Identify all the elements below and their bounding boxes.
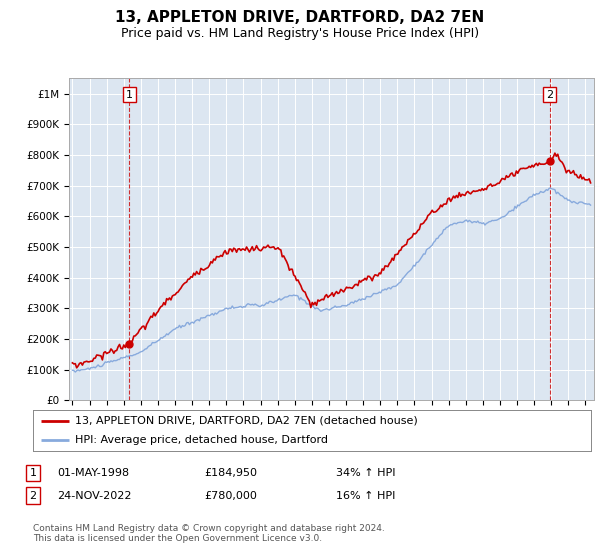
Text: 13, APPLETON DRIVE, DARTFORD, DA2 7EN: 13, APPLETON DRIVE, DARTFORD, DA2 7EN [115, 10, 485, 25]
Text: 1: 1 [126, 90, 133, 100]
Text: £780,000: £780,000 [204, 491, 257, 501]
Text: 2: 2 [29, 491, 37, 501]
Text: 2: 2 [546, 90, 553, 100]
Text: 13, APPLETON DRIVE, DARTFORD, DA2 7EN (detached house): 13, APPLETON DRIVE, DARTFORD, DA2 7EN (d… [75, 416, 418, 426]
Text: HPI: Average price, detached house, Dartford: HPI: Average price, detached house, Dart… [75, 435, 328, 445]
Text: £184,950: £184,950 [204, 468, 257, 478]
Text: 34% ↑ HPI: 34% ↑ HPI [336, 468, 395, 478]
Text: 1: 1 [29, 468, 37, 478]
Text: Contains HM Land Registry data © Crown copyright and database right 2024.
This d: Contains HM Land Registry data © Crown c… [33, 524, 385, 543]
Text: 01-MAY-1998: 01-MAY-1998 [57, 468, 129, 478]
Text: 16% ↑ HPI: 16% ↑ HPI [336, 491, 395, 501]
Text: 24-NOV-2022: 24-NOV-2022 [57, 491, 131, 501]
Text: Price paid vs. HM Land Registry's House Price Index (HPI): Price paid vs. HM Land Registry's House … [121, 27, 479, 40]
